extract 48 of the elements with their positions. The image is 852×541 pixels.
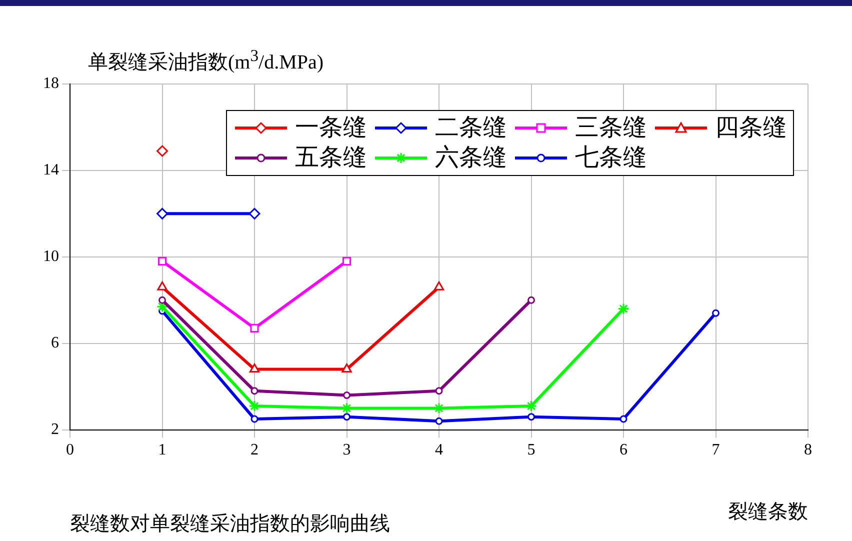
legend-label: 四条缝 <box>715 114 787 143</box>
point <box>342 256 352 266</box>
legend-label: 六条缝 <box>435 144 507 173</box>
point <box>158 296 166 304</box>
y-tick-label: 14 <box>43 162 59 179</box>
point <box>250 415 258 423</box>
point <box>250 324 259 333</box>
y-axis-title: 单裂缝采油指数(m$^{3}$/d.MPa) <box>88 46 324 76</box>
point <box>343 413 350 421</box>
point <box>528 413 535 421</box>
point <box>156 145 168 157</box>
x-tick-label: 6 <box>620 442 628 459</box>
x-tick-label: 0 <box>66 442 74 459</box>
point <box>341 402 352 414</box>
x-tick-label: 7 <box>712 442 720 459</box>
x-axis-title: 裂缝条数 <box>728 500 808 525</box>
point <box>712 309 720 317</box>
x-tick-label: 4 <box>435 442 443 459</box>
x-tick-label: 5 <box>527 442 536 459</box>
point <box>249 364 260 373</box>
point <box>342 364 352 373</box>
legend-label: 三条缝 <box>575 114 647 143</box>
x-tick-label: 2 <box>250 442 258 459</box>
point <box>435 387 443 395</box>
legend-label: 五条缝 <box>295 144 367 173</box>
legend-label: 二条缝 <box>435 114 507 143</box>
y-tick-label: 6 <box>51 334 59 352</box>
x-tick-label: 3 <box>342 442 351 459</box>
point <box>526 400 537 412</box>
legend-label: 一条缝 <box>295 114 367 143</box>
text: 裂缝数对单裂缝采油指数的影响曲线 <box>70 512 390 537</box>
x-tick-label: 8 <box>804 442 812 459</box>
point <box>618 303 630 315</box>
x-tick-label: 1 <box>158 442 166 459</box>
legend-label: 七条缝 <box>575 144 647 173</box>
point <box>158 256 167 266</box>
point <box>157 281 168 290</box>
point <box>435 417 443 425</box>
point <box>248 208 260 220</box>
y-tick-label: 10 <box>43 248 59 266</box>
point <box>343 391 350 399</box>
point <box>620 415 628 423</box>
point <box>434 281 444 290</box>
y-tick-label: 18 <box>43 75 59 92</box>
y-tick-label: 2 <box>51 421 59 438</box>
point <box>156 208 168 220</box>
point <box>250 387 258 395</box>
point <box>528 296 535 304</box>
